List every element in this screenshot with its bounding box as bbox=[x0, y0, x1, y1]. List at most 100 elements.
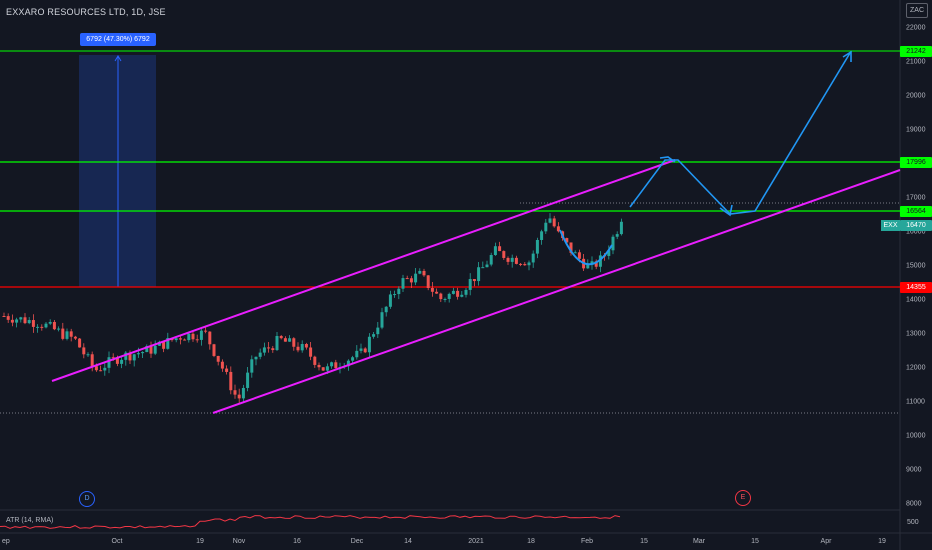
candle-body bbox=[246, 372, 250, 388]
candle-body bbox=[82, 347, 86, 355]
candle-body bbox=[94, 366, 98, 371]
candle-body bbox=[10, 319, 14, 323]
candle-body bbox=[426, 275, 430, 289]
candle-body bbox=[611, 236, 615, 251]
candle-body bbox=[443, 298, 447, 300]
channel-lower-line[interactable] bbox=[212, 169, 901, 414]
candle-body bbox=[464, 289, 468, 295]
candle-body bbox=[334, 362, 338, 369]
candle-body bbox=[73, 336, 77, 339]
price-tick-label: 14000 bbox=[906, 297, 926, 304]
candle-body bbox=[531, 253, 535, 263]
candle-body bbox=[52, 321, 56, 330]
candle-body bbox=[258, 352, 262, 357]
candle-body bbox=[460, 294, 464, 297]
candle-body bbox=[19, 317, 23, 320]
candle-body bbox=[388, 294, 392, 307]
price-tick-label: 10000 bbox=[906, 433, 926, 440]
candle-body bbox=[271, 348, 275, 351]
candle-body bbox=[565, 238, 569, 243]
time-tick-label: 15 bbox=[640, 538, 648, 545]
candle-body bbox=[61, 328, 65, 339]
candle-body bbox=[208, 331, 212, 345]
candle-body bbox=[99, 370, 103, 372]
candle-body bbox=[346, 360, 350, 367]
candle-body bbox=[598, 255, 602, 267]
dividend-event-icon[interactable]: D bbox=[79, 491, 95, 507]
candle-body bbox=[510, 257, 514, 262]
candle-body bbox=[149, 346, 153, 354]
candle-body bbox=[325, 366, 329, 371]
candle-body bbox=[225, 368, 229, 372]
candle-body bbox=[292, 338, 296, 347]
candle-body bbox=[552, 218, 556, 227]
candle-body bbox=[405, 278, 409, 280]
candle-body bbox=[527, 262, 531, 266]
candle-body bbox=[65, 331, 69, 339]
price-tag-14355: 14355 bbox=[900, 282, 932, 293]
candle-body bbox=[69, 331, 73, 337]
price-tick-label: 9000 bbox=[906, 467, 922, 474]
candles bbox=[2, 213, 623, 404]
candle-body bbox=[27, 320, 31, 324]
candle-body bbox=[178, 338, 182, 340]
candle-body bbox=[351, 357, 355, 361]
candle-body bbox=[86, 354, 90, 356]
price-tag-21242: 21242 bbox=[900, 46, 932, 57]
candle-body bbox=[187, 333, 191, 341]
candle-body bbox=[162, 341, 166, 349]
time-axis[interactable]: ep Oct 19 Nov 16 Dec 14 2021 18 Feb 15 Mar 15 Apr 19 bbox=[2, 538, 886, 545]
candle-body bbox=[590, 261, 594, 265]
candle-body bbox=[283, 338, 287, 342]
candle-body bbox=[489, 255, 493, 265]
time-tick-label: Apr bbox=[821, 538, 833, 545]
candle-body bbox=[220, 361, 224, 369]
candle-body bbox=[577, 252, 581, 259]
candle-body bbox=[367, 336, 371, 353]
candle-body bbox=[195, 339, 199, 341]
arrowhead-up-1 bbox=[659, 156, 676, 163]
measure-arrow-head bbox=[114, 55, 122, 62]
candle-body bbox=[418, 270, 422, 274]
candle-body bbox=[380, 312, 384, 328]
candle-body bbox=[250, 359, 254, 373]
candle-body bbox=[296, 346, 300, 351]
price-tick-label: 19000 bbox=[906, 127, 926, 134]
candle-body bbox=[414, 273, 418, 283]
channel-upper-line[interactable] bbox=[51, 159, 676, 382]
time-tick-label: Nov bbox=[233, 538, 246, 545]
currency-label[interactable]: ZAC bbox=[906, 3, 928, 18]
candle-body bbox=[540, 231, 544, 240]
candle-body bbox=[111, 357, 115, 359]
price-axis[interactable]: 2200021000200001900018000170001600015000… bbox=[906, 25, 926, 508]
candle-body bbox=[212, 344, 216, 356]
atr-indicator-label[interactable]: ATR (14, RMA) bbox=[6, 517, 54, 524]
candle-body bbox=[372, 334, 376, 337]
candle-body bbox=[141, 352, 145, 354]
time-tick-label: 18 bbox=[527, 538, 535, 545]
candle-body bbox=[57, 328, 61, 330]
time-tick-label: 16 bbox=[293, 538, 301, 545]
candle-body bbox=[506, 257, 510, 262]
time-tick-label: Oct bbox=[112, 538, 123, 545]
candle-body bbox=[90, 354, 94, 367]
candle-body bbox=[502, 251, 506, 258]
candle-body bbox=[456, 290, 460, 297]
candle-body bbox=[317, 364, 321, 368]
candle-body bbox=[128, 352, 132, 361]
projection-path[interactable] bbox=[629, 52, 851, 215]
price-tick-label: 17000 bbox=[906, 195, 926, 202]
candle-body bbox=[451, 290, 455, 294]
candle-body bbox=[435, 291, 439, 294]
candle-body bbox=[254, 356, 258, 360]
earnings-event-icon[interactable]: E bbox=[735, 490, 751, 506]
cup-arc-drawing[interactable] bbox=[559, 229, 613, 266]
price-tick-label: 21000 bbox=[906, 59, 926, 66]
candle-body bbox=[132, 354, 136, 361]
candle-body bbox=[153, 345, 157, 354]
candle-body bbox=[376, 327, 380, 335]
price-tick-label: 16000 bbox=[906, 229, 926, 236]
candle-body bbox=[237, 394, 241, 399]
